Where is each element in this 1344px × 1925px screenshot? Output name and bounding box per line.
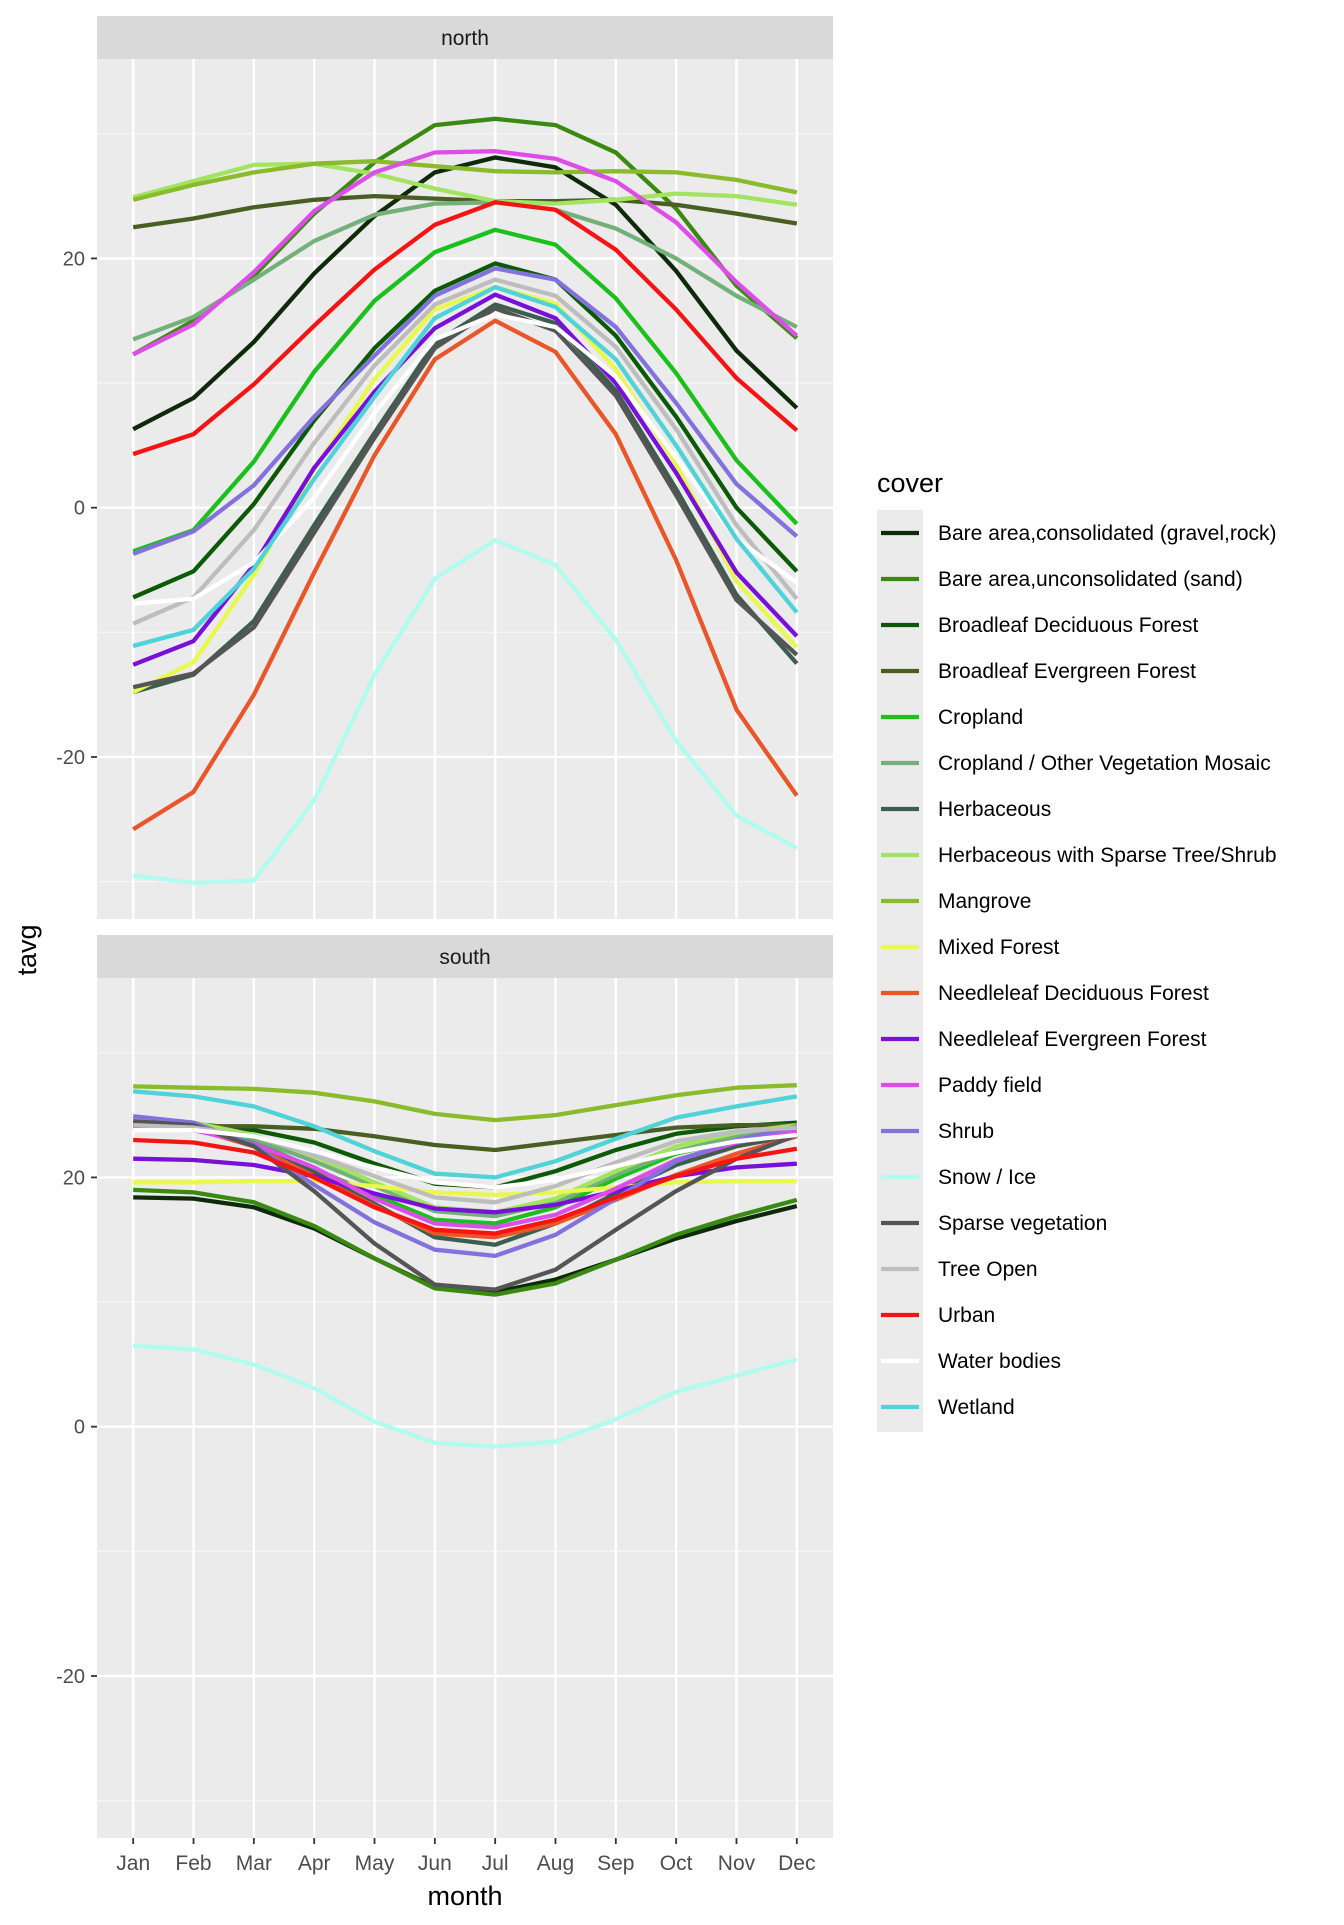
series-line-north xyxy=(132,161,798,207)
series-line-north xyxy=(132,318,799,832)
series-line-north xyxy=(132,155,799,432)
panel-north-y-axis: -20 0 20 xyxy=(56,248,97,769)
x-tick-label: Sep xyxy=(597,1852,634,1875)
legend-label: Mangrove xyxy=(938,890,1031,913)
series-line-south xyxy=(133,1343,798,1449)
series-line-south xyxy=(133,1119,798,1292)
legend-label: Cropland / Other Vegetation Mosaic xyxy=(938,752,1271,775)
x-tick-label: Dec xyxy=(778,1852,815,1875)
legend-label: Herbaceous xyxy=(938,798,1051,821)
legend-label: Mixed Forest xyxy=(938,936,1060,959)
series-line-south xyxy=(133,1187,798,1297)
legend-items: Bare area,consolidated (gravel,rock) Bare… xyxy=(881,522,1277,1419)
x-tick-label: Jul xyxy=(482,1852,509,1875)
legend-label: Urban xyxy=(938,1304,995,1327)
legend-label: Bare area,consolidated (gravel,rock) xyxy=(938,522,1277,545)
y-tick-label: -20 xyxy=(56,747,85,769)
x-tick-label: May xyxy=(355,1852,395,1875)
x-tick-label: Jan xyxy=(116,1852,150,1875)
series-line-north xyxy=(132,200,799,457)
x-tick-label: Aug xyxy=(537,1852,574,1875)
legend-label: Paddy field xyxy=(938,1074,1042,1097)
series-line-south xyxy=(133,1089,798,1180)
legend-label: Needleleaf Evergreen Forest xyxy=(938,1028,1207,1051)
legend-label: Sparse vegetation xyxy=(938,1212,1107,1235)
legend-label: Needleleaf Deciduous Forest xyxy=(938,982,1209,1005)
legend-title: cover xyxy=(877,468,943,498)
x-tick-label: Nov xyxy=(718,1852,756,1875)
series-line-south xyxy=(133,1122,797,1153)
legend-key-background xyxy=(877,510,923,1432)
series-line-north xyxy=(132,149,799,357)
legend-label: Cropland xyxy=(938,706,1023,729)
series-line-north xyxy=(132,284,799,695)
y-tick-label: 0 xyxy=(74,1417,85,1439)
y-tick-label: -20 xyxy=(56,1666,85,1688)
x-tick-label: Feb xyxy=(175,1852,211,1875)
series-line-south xyxy=(133,1179,797,1198)
x-tick-label: Jun xyxy=(418,1852,452,1875)
legend-label: Broadleaf Evergreen Forest xyxy=(938,660,1196,683)
x-tick-label: Mar xyxy=(236,1852,272,1875)
legend: cover Bare area,consolidated (gravel,roc… xyxy=(877,468,1277,1432)
legend-label: Wetland xyxy=(938,1396,1015,1419)
series-line-north xyxy=(132,302,799,695)
legend-label: Broadleaf Deciduous Forest xyxy=(938,614,1198,637)
series-line-north xyxy=(132,159,798,202)
series-line-south xyxy=(133,1083,797,1123)
series-line-north xyxy=(132,193,798,230)
series-line-north xyxy=(132,284,799,649)
panel-south-background xyxy=(97,978,833,1838)
y-tick-label: 20 xyxy=(63,248,85,270)
series-line-north xyxy=(132,261,799,600)
legend-label: Herbaceous with Sparse Tree/Shrub xyxy=(938,844,1277,867)
series-line-south xyxy=(133,1137,798,1236)
panel-north: north -20 0 20 xyxy=(56,16,833,919)
series-line-north xyxy=(132,200,798,342)
legend-label: Tree Open xyxy=(938,1258,1038,1281)
legend-label: Water bodies xyxy=(938,1350,1061,1373)
y-tick-label: 0 xyxy=(74,498,85,520)
x-axis-label: month xyxy=(427,1881,502,1911)
series-line-north xyxy=(132,537,798,886)
series-line-south xyxy=(133,1127,798,1190)
y-tick-label: 20 xyxy=(63,1167,85,1189)
panel-south-title: south xyxy=(439,946,490,969)
series-line-north xyxy=(132,266,799,556)
panel-north-grid xyxy=(97,59,833,919)
series-line-north xyxy=(132,227,799,554)
legend-label: Snow / Ice xyxy=(938,1166,1036,1189)
panel-north-lines xyxy=(132,116,799,886)
panel-south-strip xyxy=(97,935,833,978)
series-line-north xyxy=(133,312,799,606)
panel-south: south -20 0 20 xyxy=(56,935,833,1838)
legend-label: Bare area,unconsolidated (sand) xyxy=(938,568,1243,591)
panel-north-strip xyxy=(97,16,833,59)
x-tick-label: Apr xyxy=(298,1852,331,1875)
series-line-north xyxy=(132,277,799,626)
x-axis: Jan Feb Mar Apr May Jun Jul Aug Sep Oct Nov Dec xyxy=(116,1838,815,1875)
x-tick-label: Oct xyxy=(660,1852,693,1875)
panel-north-title: north xyxy=(441,27,489,50)
panel-south-lines xyxy=(132,1083,798,1449)
panel-south-y-axis: -20 0 20 xyxy=(56,1167,97,1688)
y-axis-label: tavg xyxy=(12,924,42,975)
legend-label: Shrub xyxy=(938,1120,994,1143)
